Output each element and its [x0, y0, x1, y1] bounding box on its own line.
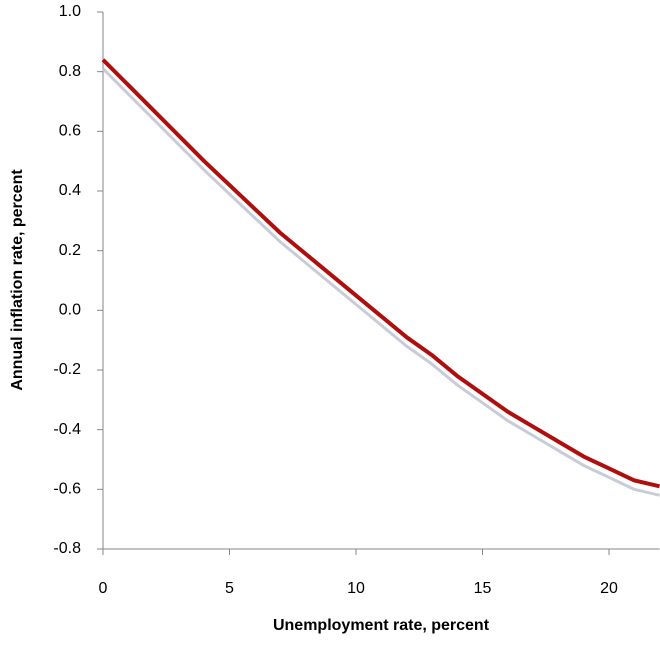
y-axis-label: Annual inflation rate, percent: [9, 169, 26, 391]
series-line: [101, 67, 660, 497]
x-tick-label: 10: [347, 580, 365, 597]
y-tick-label: -0.4: [53, 421, 81, 438]
y-tick-label: 0.8: [59, 63, 81, 80]
y-tick-label: -0.2: [53, 361, 81, 378]
x-tick-label: 0: [99, 580, 108, 597]
y-tick-label: 0.4: [59, 182, 81, 199]
y-tick-label: -0.6: [53, 481, 81, 498]
x-tick-label: 15: [474, 580, 492, 597]
y-tick-label: 1.0: [59, 3, 81, 20]
y-tick-label: -0.8: [53, 540, 81, 557]
x-axis-label: Unemployment rate, percent: [273, 617, 490, 634]
x-tick-label: 20: [600, 580, 618, 597]
y-tick-label: 0.2: [59, 242, 81, 259]
series-line: [101, 58, 660, 489]
y-tick-label: 0.0: [59, 302, 81, 319]
x-tick-label: 5: [225, 580, 234, 597]
y-tick-label: 0.6: [59, 123, 81, 140]
